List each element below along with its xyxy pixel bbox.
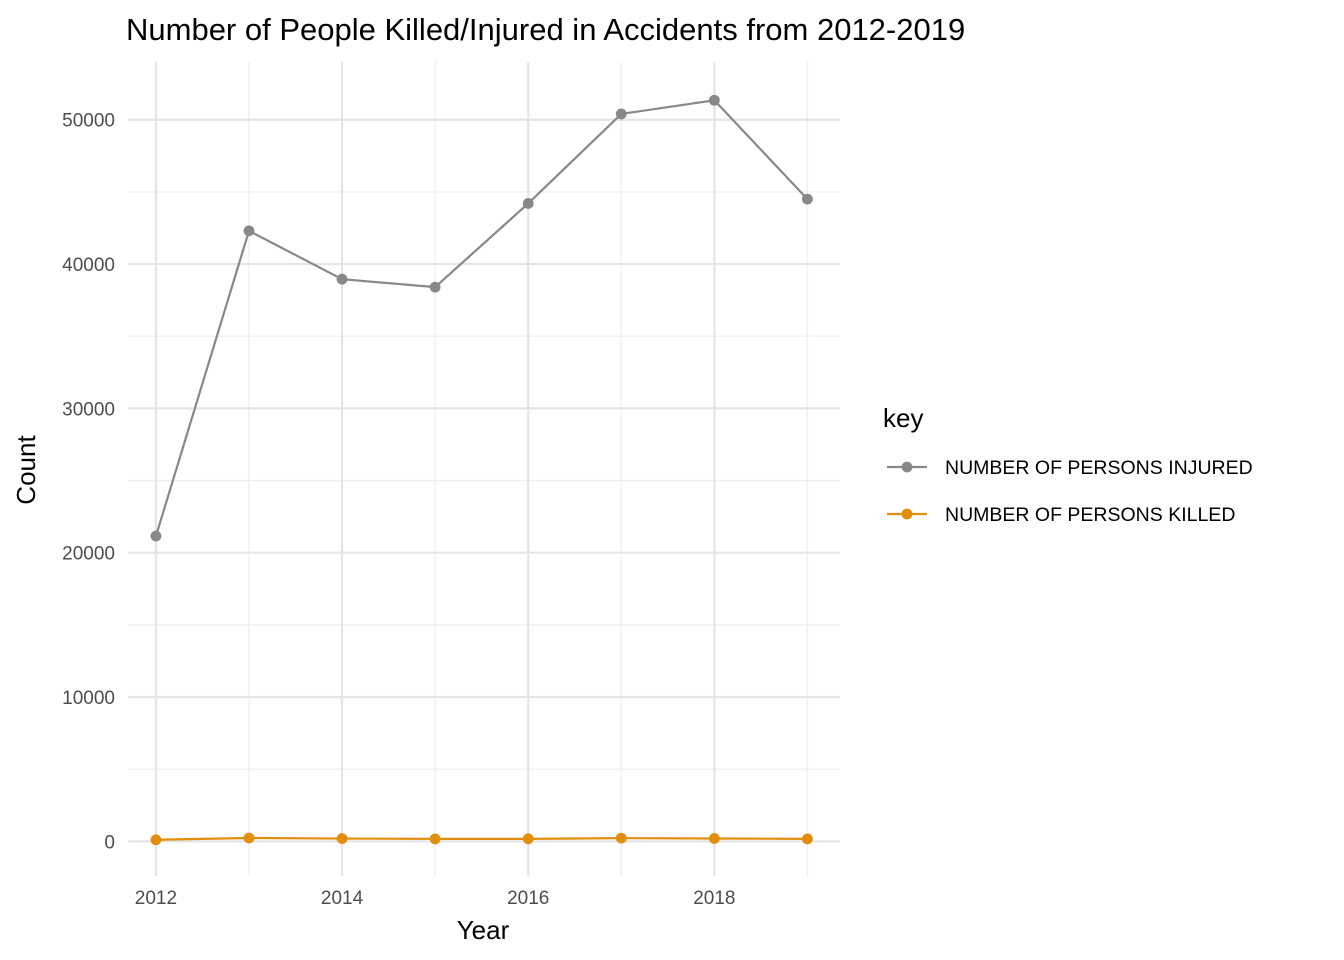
- data-point: [336, 833, 348, 844]
- data-point: [336, 273, 348, 285]
- data-point: [708, 94, 720, 106]
- legend-key-point: [901, 461, 913, 473]
- data-point: [150, 834, 162, 846]
- x-tick-label: 2016: [507, 888, 549, 909]
- legend-label: NUMBER OF PERSONS INJURED: [945, 457, 1253, 479]
- gridlines: [128, 62, 840, 876]
- legend-title: key: [883, 403, 923, 433]
- series-points: [150, 94, 813, 846]
- x-tick-label: 2018: [693, 888, 735, 909]
- legend-item: NUMBER OF PERSONS INJURED: [887, 457, 1253, 479]
- y-tick-label: 40000: [62, 255, 115, 276]
- series-line-1: [155, 836, 808, 841]
- y-tick-label: 10000: [62, 688, 115, 709]
- legend-key-point: [901, 508, 913, 520]
- data-point: [802, 193, 813, 205]
- x-tick-label: 2012: [135, 888, 177, 909]
- data-point: [243, 832, 255, 844]
- y-tick-label: 50000: [62, 111, 115, 132]
- data-point: [522, 198, 534, 209]
- data-point: [150, 530, 162, 542]
- chart-title: Number of People Killed/Injured in Accid…: [126, 12, 965, 47]
- data-point: [522, 833, 534, 845]
- data-point: [708, 833, 720, 844]
- data-point: [429, 281, 441, 293]
- x-axis: 2012 2014 2016 2018: [135, 888, 736, 909]
- y-axis: 0 10000 20000 30000 40000 50000: [62, 111, 115, 854]
- data-point: [429, 833, 441, 845]
- series-line-0: [154, 99, 809, 537]
- data-point: [615, 832, 627, 844]
- data-point: [802, 833, 813, 845]
- plot-area: [128, 62, 840, 876]
- series-lines: [154, 99, 809, 841]
- x-axis-title: Year: [457, 915, 510, 945]
- y-tick-label: 30000: [62, 399, 115, 420]
- y-axis-title: Count: [11, 435, 41, 505]
- data-point: [615, 108, 627, 120]
- legend: key NUMBER OF PERSONS INJURED NUMBER OF P…: [883, 403, 1253, 526]
- data-point: [243, 225, 255, 237]
- legend-label: NUMBER OF PERSONS KILLED: [945, 504, 1235, 526]
- x-tick-label: 2014: [321, 888, 364, 909]
- y-tick-label: 0: [104, 832, 115, 853]
- y-tick-label: 20000: [62, 544, 115, 565]
- legend-item: NUMBER OF PERSONS KILLED: [887, 504, 1235, 526]
